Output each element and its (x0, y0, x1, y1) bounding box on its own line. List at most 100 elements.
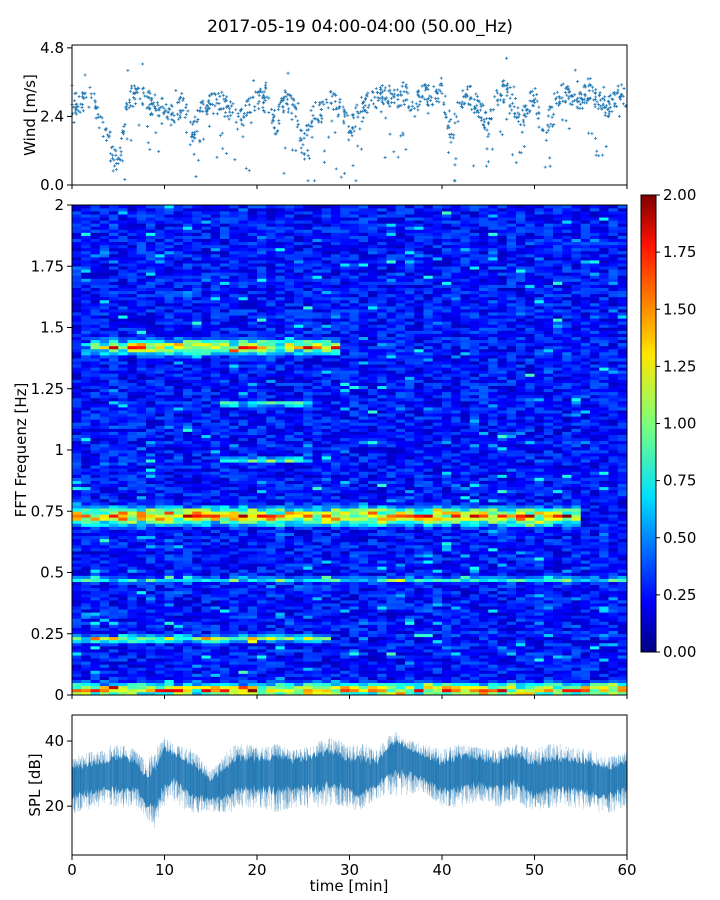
wind-point (234, 108, 238, 112)
spectrogram-cell (275, 244, 286, 249)
spectrogram-cell (136, 333, 147, 337)
spectrogram-cell (109, 376, 119, 380)
spectrogram-cell (210, 352, 221, 356)
wind-point (598, 91, 602, 95)
spectrogram-cell (229, 443, 239, 448)
spectrogram-cell (146, 205, 156, 209)
spectrogram-cell (183, 407, 193, 411)
spectrogram-cell (72, 652, 82, 656)
spectrogram-cell (229, 315, 239, 319)
spectrogram-cell (90, 682, 101, 687)
wind-point (101, 134, 105, 138)
spectrogram-cell (81, 211, 91, 215)
spectrogram-cell (247, 254, 258, 258)
spectrogram-cell (229, 544, 239, 549)
spectrogram-cell (247, 296, 258, 301)
spectrogram-cell (72, 575, 82, 579)
spectrogram-cell (118, 303, 128, 307)
spectrogram-cell (294, 615, 304, 619)
spectrogram-cell (109, 486, 119, 491)
spectrogram-cell (238, 642, 249, 647)
spectrogram-cell (109, 419, 119, 423)
spectrogram-cell (72, 330, 82, 334)
spectrogram-cell (109, 416, 119, 420)
spectrogram-cell (275, 541, 286, 546)
spectrogram-cell (201, 260, 212, 264)
spectrogram-cell (183, 600, 193, 604)
spectrogram-cell (99, 269, 110, 273)
spectrogram-cell (136, 636, 147, 641)
spectrogram-cell (155, 361, 165, 365)
spectrogram-cell (275, 679, 286, 684)
spectrogram-cell (136, 260, 147, 264)
wind-point (535, 93, 539, 97)
spectrogram-cell (183, 520, 193, 524)
spectrogram-cell (136, 401, 147, 405)
spectrogram-cell (257, 315, 267, 319)
spectrogram-cell (220, 214, 230, 218)
spectrogram-cell (192, 306, 202, 310)
spectrogram-cell (275, 370, 286, 374)
wind-point (448, 133, 452, 137)
spectrogram-cell (136, 250, 147, 255)
spectrogram-cell (81, 382, 91, 386)
wind-point (363, 109, 367, 113)
spectrogram-cell (229, 676, 239, 680)
spectrogram-cell (210, 587, 221, 592)
spectrogram-cell (192, 257, 202, 261)
spectrogram-cell (146, 514, 156, 518)
spectrogram-cell (72, 544, 82, 549)
spectrogram-cell (266, 309, 276, 313)
wind-point (401, 133, 405, 137)
spectrogram-cell (146, 615, 156, 619)
spectrogram-cell (136, 453, 147, 457)
spectrogram-cell (90, 241, 101, 246)
spectrogram-cell (173, 538, 184, 543)
spectrogram-cell (164, 615, 175, 619)
spectrogram-cell (220, 529, 230, 533)
spectrogram-cell (127, 526, 138, 530)
spectrogram-cell (257, 394, 267, 399)
wind-point (184, 106, 188, 110)
spectrogram-cell (229, 272, 239, 276)
spectrogram-cell (192, 401, 202, 405)
spectrogram-cell (81, 226, 91, 230)
spectrogram-cell (257, 520, 267, 524)
spectrogram-cell (72, 600, 82, 604)
spectrogram-cell (294, 667, 304, 671)
spectrogram-cell (118, 443, 128, 448)
wind-point (473, 107, 477, 111)
spectrogram-cell (257, 416, 267, 420)
spectrogram-cell (201, 575, 212, 579)
spectrogram-cell (72, 214, 82, 218)
wind-point (105, 138, 109, 142)
spectrogram-cell (109, 244, 119, 249)
spectrogram-cell (247, 404, 258, 408)
wind-point (361, 116, 365, 120)
spectrogram-cell (136, 661, 147, 665)
spectrogram-cell (284, 358, 295, 362)
spectrogram-cell (146, 587, 156, 592)
spectrogram-cell (81, 250, 91, 255)
spectrogram-cell (146, 685, 156, 690)
spectrogram-cell (72, 502, 82, 506)
spectrogram-cell (284, 220, 295, 224)
spectrogram-cell (155, 391, 165, 396)
spectrogram-cell (118, 462, 128, 466)
spectrogram-cell (136, 407, 147, 411)
spectrogram-cell (155, 495, 165, 500)
spectrogram-cell (257, 229, 267, 233)
spectrogram-cell (118, 688, 128, 693)
spectrogram-cell (173, 397, 184, 402)
spectrogram-cell (229, 342, 239, 347)
spectrogram-cell (275, 416, 286, 420)
spectrogram-cell (90, 275, 101, 279)
spectrogram-cell (284, 345, 295, 350)
spectrogram-cell (164, 266, 175, 270)
spectrogram-cell (201, 652, 212, 656)
wind-point (367, 103, 371, 107)
spectrogram-cell (109, 477, 119, 481)
spectrogram-cell (229, 465, 239, 469)
spectrogram-cell (90, 486, 101, 491)
spectrogram-cell (81, 272, 91, 276)
